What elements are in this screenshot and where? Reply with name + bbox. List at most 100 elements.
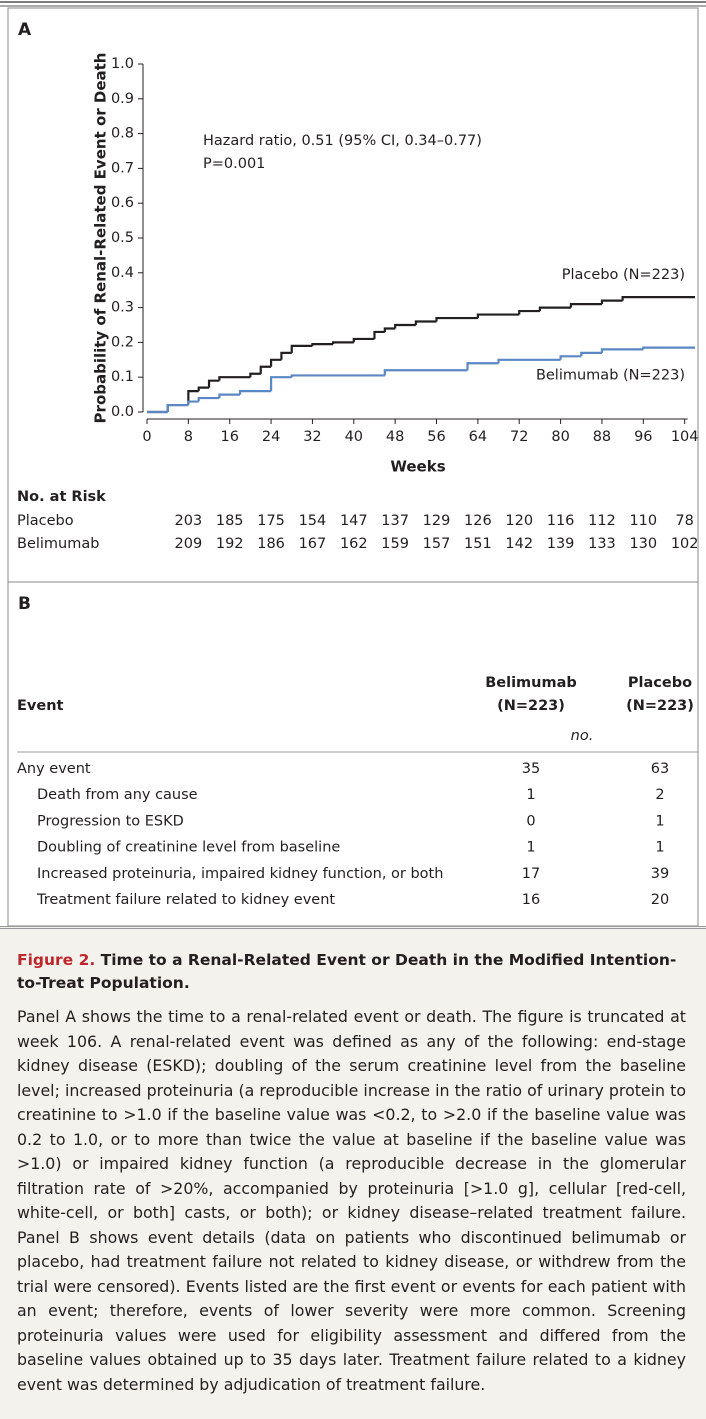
- km-step: [249, 372, 261, 378]
- km-step: [394, 323, 416, 329]
- km-step: [569, 303, 602, 308]
- km-step: [290, 374, 385, 378]
- risk-value: 112: [588, 513, 616, 529]
- km-step: [600, 299, 623, 305]
- event-name: Treatment failure related to kidney even…: [36, 892, 335, 908]
- km-step: [435, 316, 478, 322]
- km-step: [580, 351, 602, 357]
- x-tick-label: 0: [142, 429, 151, 445]
- risk-value: 133: [588, 536, 616, 552]
- x-tick-label: 104: [671, 429, 699, 445]
- km-step: [332, 341, 354, 345]
- risk-value: 151: [464, 536, 492, 552]
- risk-value: 186: [257, 536, 285, 552]
- risk-value: 192: [216, 536, 244, 552]
- x-tick-label: 40: [345, 429, 363, 445]
- event-count: 0: [526, 813, 535, 829]
- km-step: [269, 358, 282, 367]
- risk-value: 120: [505, 513, 533, 529]
- risk-value: 126: [464, 513, 492, 529]
- event-count: 2: [655, 787, 664, 803]
- y-tick-label: 0.4: [111, 265, 134, 281]
- event-name: Any event: [17, 761, 91, 777]
- km-step: [197, 396, 220, 402]
- risk-value: 185: [216, 513, 244, 529]
- km-step: [476, 313, 520, 319]
- y-tick-label: 0.1: [111, 369, 134, 385]
- table-header: Event: [17, 698, 64, 714]
- risk-value: 147: [340, 513, 368, 529]
- km-step: [166, 403, 189, 412]
- x-tick-label: 24: [262, 429, 280, 445]
- risk-value: 139: [547, 536, 575, 552]
- km-step: [600, 348, 644, 353]
- km-step: [238, 390, 272, 395]
- km-step: [269, 376, 292, 392]
- y-tick-label: 1.0: [111, 56, 134, 72]
- x-tick-label: 80: [551, 429, 569, 445]
- event-count: 39: [651, 866, 669, 882]
- annotation: P=0.001: [203, 156, 265, 172]
- y-axis-label: Probability of Renal-Related Event or De…: [92, 53, 110, 424]
- x-tick-label: 64: [469, 429, 487, 445]
- risk-value: 159: [381, 536, 409, 552]
- km-step: [207, 379, 220, 388]
- risk-value: 102: [671, 536, 699, 552]
- y-tick-label: 0.3: [111, 300, 134, 316]
- risk-row-name: Belimumab: [17, 536, 99, 552]
- risk-value: 167: [299, 536, 327, 552]
- event-count: 1: [655, 840, 664, 856]
- event-name: Progression to ESKD: [37, 813, 184, 829]
- risk-value: 129: [423, 513, 451, 529]
- risk-value: 110: [629, 513, 657, 529]
- event-count: 17: [522, 866, 540, 882]
- risk-value: 162: [340, 536, 368, 552]
- y-tick-label: 0.5: [111, 230, 134, 246]
- group-header: (N=223): [626, 698, 694, 714]
- group-header: Placebo: [628, 675, 692, 691]
- km-step: [218, 393, 241, 399]
- km-step: [187, 400, 199, 406]
- km-step: [373, 330, 385, 339]
- event-count: 1: [655, 813, 664, 829]
- caption-title: Figure 2. Time to a Renal-Related Event …: [17, 949, 686, 995]
- annotation: Hazard ratio, 0.51 (95% CI, 0.34–0.77): [203, 133, 482, 149]
- y-tick-label: 0.6: [111, 195, 134, 211]
- km-step: [280, 351, 292, 360]
- figure: A B Probability of Renal-Related Event o…: [0, 1, 706, 926]
- km-step: [383, 327, 396, 332]
- risk-value: 116: [547, 513, 575, 529]
- x-tick-label: 88: [593, 429, 611, 445]
- risk-value: 78: [675, 513, 693, 529]
- km-step: [259, 365, 272, 374]
- y-tick-label: 0.0: [111, 404, 134, 420]
- x-tick-label: 32: [303, 429, 321, 445]
- unit-label: no.: [571, 728, 594, 744]
- km-step: [311, 343, 334, 346]
- km-step: [518, 309, 540, 315]
- x-tick-label: 16: [220, 429, 238, 445]
- event-name: Increased proteinuria, impaired kidney f…: [37, 866, 443, 882]
- x-tick-label: 96: [634, 429, 652, 445]
- x-tick-label: 56: [427, 429, 445, 445]
- km-step: [538, 306, 571, 312]
- event-count: 63: [651, 761, 669, 777]
- panel-label: A: [18, 20, 32, 40]
- caption: Figure 2. Time to a Renal-Related Event …: [0, 926, 706, 1419]
- km-step: [621, 296, 695, 301]
- risk-value: 209: [175, 536, 203, 552]
- panel-label: B: [18, 594, 31, 614]
- x-tick-label: 8: [184, 429, 193, 445]
- event-count: 35: [522, 761, 540, 777]
- y-tick-label: 0.2: [111, 334, 134, 350]
- group-header: (N=223): [497, 698, 565, 714]
- event-count: 20: [651, 892, 669, 908]
- caption-text: Panel A shows the time to a renal-relate…: [17, 1007, 686, 1394]
- km-step: [290, 344, 313, 353]
- event-count: 1: [526, 787, 535, 803]
- km-step: [466, 362, 499, 371]
- risk-table-title: No. at Risk: [17, 489, 106, 505]
- risk-value: 157: [423, 536, 451, 552]
- km-step: [352, 337, 375, 343]
